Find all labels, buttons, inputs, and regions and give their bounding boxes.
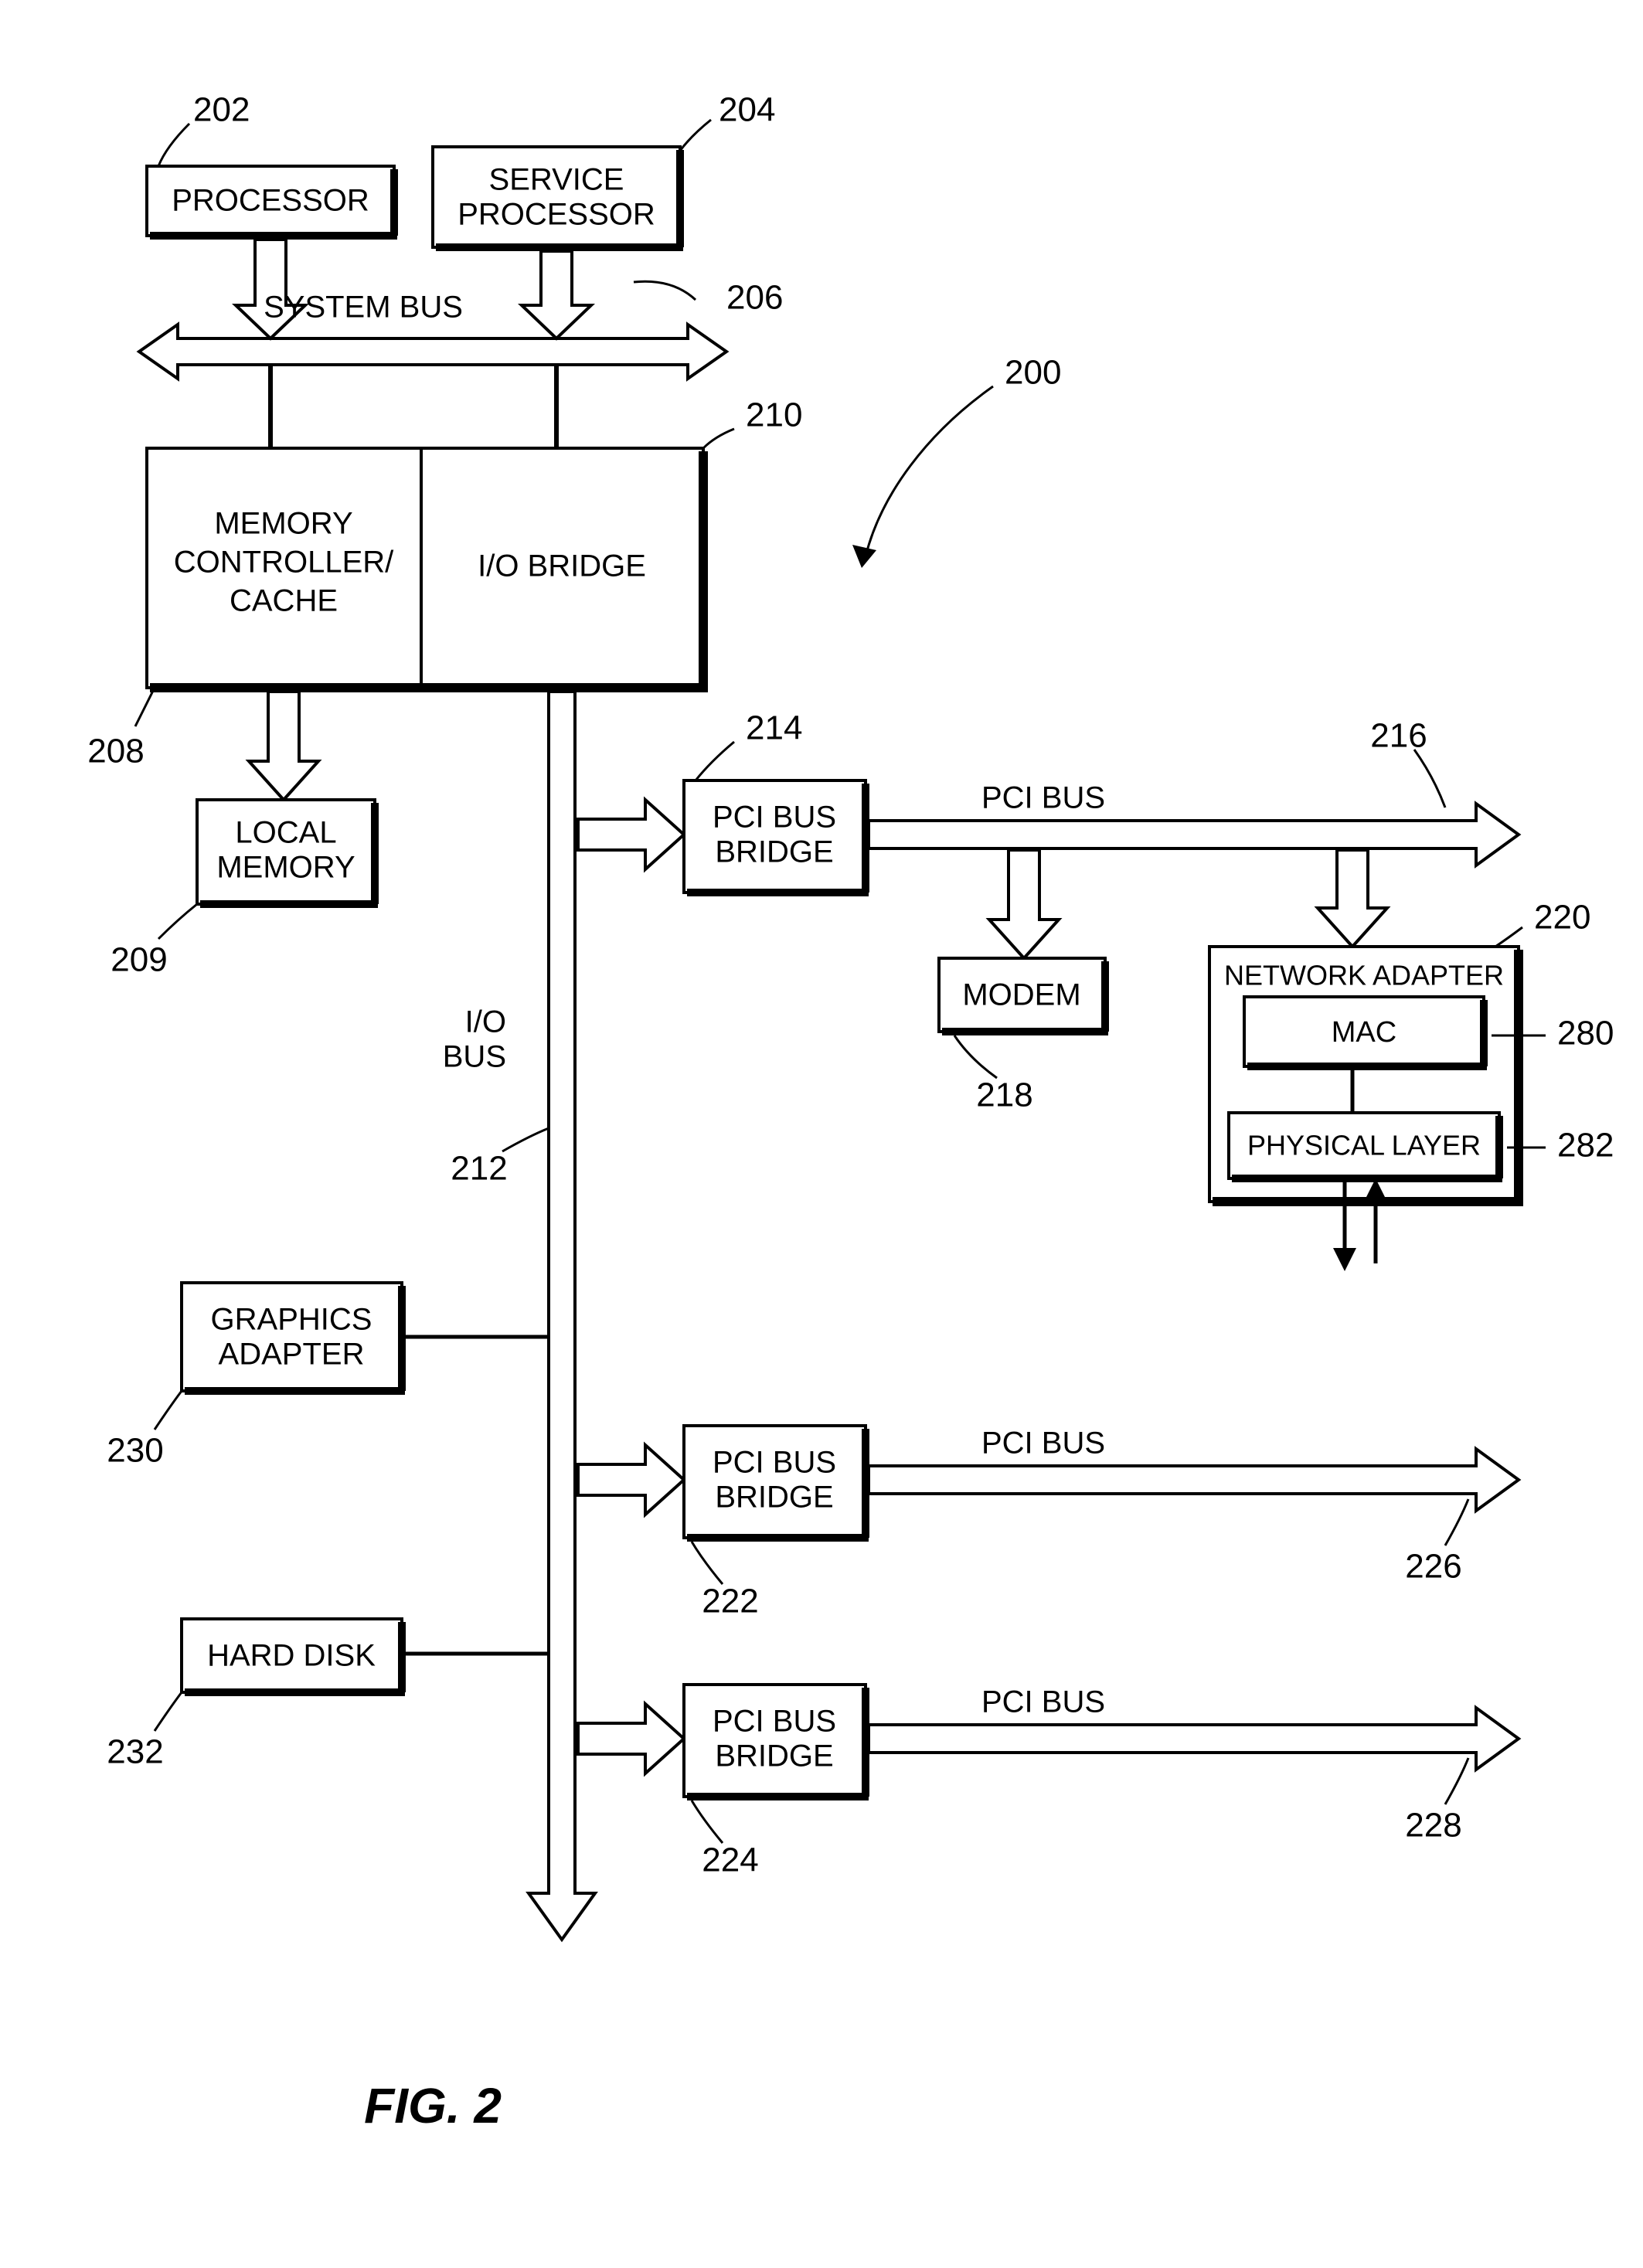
iobridge-ref: 210	[746, 396, 802, 434]
system-bus-label: SYSTEM BUS	[264, 291, 463, 325]
pcibridge1-l1: PCI BUS	[713, 801, 836, 835]
localmem-l2: MEMORY	[216, 851, 355, 885]
memctrl-l3: CACHE	[230, 584, 338, 618]
modem-ref: 218	[976, 1076, 1032, 1114]
pcibus1-label: PCI BUS	[981, 781, 1105, 815]
io-bus: I/O BUS 212	[443, 692, 595, 1940]
io-bus-label-2: BUS	[443, 1040, 506, 1074]
ref-200: 200	[852, 354, 1061, 568]
pci-bus-1: PCI BUS 216	[869, 717, 1519, 865]
local-memory-block: LOCAL MEMORY 209	[111, 692, 378, 979]
ref-200-label: 200	[1005, 354, 1061, 392]
mac-ref: 280	[1557, 1015, 1614, 1052]
pcibridge1-l2: BRIDGE	[715, 835, 833, 869]
graphics-l1: GRAPHICS	[211, 1303, 372, 1337]
graphics-l2: ADAPTER	[219, 1338, 365, 1372]
iobridge-label: I/O BRIDGE	[478, 549, 646, 583]
service-processor-block: SERVICE PROCESSOR 204	[433, 91, 775, 338]
pcibridge2-l2: BRIDGE	[715, 1481, 833, 1515]
localmem-ref: 209	[111, 941, 167, 979]
localmem-l1: LOCAL	[235, 816, 336, 850]
pci-bus-3: PCI BUS 228	[869, 1685, 1519, 1845]
pcibridge3-ref: 224	[702, 1841, 758, 1879]
pcibridge2-l1: PCI BUS	[713, 1446, 836, 1480]
service-processor-label-2: PROCESSOR	[458, 198, 655, 232]
modem-block: MODEM 218	[939, 850, 1108, 1114]
harddisk-label: HARD DISK	[207, 1639, 376, 1673]
processor-label: PROCESSOR	[172, 184, 369, 218]
phy-label: PHYSICAL LAYER	[1247, 1130, 1481, 1161]
pcibus3-label: PCI BUS	[981, 1685, 1105, 1719]
pcibridge2-ref: 222	[702, 1583, 758, 1620]
netadapter-label: NETWORK ADAPTER	[1224, 960, 1504, 991]
mac-label: MAC	[1332, 1016, 1396, 1049]
memctrl-ref: 208	[87, 733, 144, 770]
harddisk-ref: 232	[107, 1733, 163, 1771]
pci-bus-2: PCI BUS 226	[869, 1426, 1519, 1586]
processor-ref: 202	[193, 91, 250, 129]
memctrl-l2: CONTROLLER/	[174, 546, 394, 580]
pcibridge1-ref: 214	[746, 709, 802, 747]
system-bus-ref: 206	[726, 279, 783, 317]
pci-bridge-2-block: PCI BUS BRIDGE 222	[578, 1426, 869, 1620]
io-bus-ref: 212	[451, 1150, 507, 1188]
netadapter-ref: 220	[1534, 899, 1590, 937]
modem-label: MODEM	[962, 978, 1080, 1012]
pci-bridge-3-block: PCI BUS BRIDGE 224	[578, 1685, 869, 1879]
pcibridge3-l2: BRIDGE	[715, 1739, 833, 1773]
pcibus1-ref: 216	[1370, 717, 1427, 755]
diagram-canvas: SYSTEM BUS 206 PROCESSOR 202 SERVICE PRO…	[0, 0, 1643, 2268]
figure-label: FIG. 2	[364, 2078, 502, 2134]
bridge-block: MEMORY CONTROLLER/ CACHE I/O BRIDGE 208 …	[87, 396, 802, 770]
memctrl-l1: MEMORY	[214, 507, 352, 541]
pcibus3-ref: 228	[1405, 1807, 1461, 1845]
system-bus: SYSTEM BUS 206	[139, 279, 783, 379]
hard-disk-block: HARD DISK 232	[107, 1619, 549, 1771]
service-processor-label-1: SERVICE	[489, 163, 624, 197]
io-bus-label-1: I/O	[465, 1005, 506, 1039]
pcibus2-label: PCI BUS	[981, 1426, 1105, 1460]
pci-bridge-1-block: PCI BUS BRIDGE 214	[578, 709, 869, 893]
graphics-ref: 230	[107, 1432, 163, 1470]
phy-ref: 282	[1557, 1127, 1614, 1165]
graphics-adapter-block: GRAPHICS ADAPTER 230	[107, 1283, 549, 1470]
service-processor-ref: 204	[719, 91, 775, 129]
pcibus2-ref: 226	[1405, 1548, 1461, 1586]
pcibridge3-l1: PCI BUS	[713, 1705, 836, 1739]
network-adapter-block: NETWORK ADAPTER MAC PHYSICAL LAYER 220 2…	[1209, 850, 1614, 1271]
